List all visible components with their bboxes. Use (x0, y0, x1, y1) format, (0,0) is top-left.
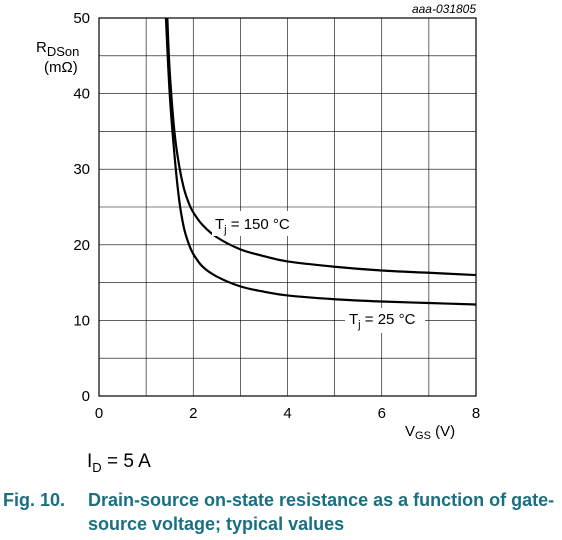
y-tick-label: 0 (82, 388, 90, 405)
y-tick-labels: 0 10 20 30 40 50 (73, 10, 90, 405)
series-label-25-rest: = 25 °C (361, 311, 416, 328)
y-axis-label-sub: DSon (47, 44, 80, 59)
figure-code: aaa-031805 (412, 2, 476, 16)
series-label-bg-25 (345, 308, 425, 333)
series-label-150-sub: j (223, 224, 226, 236)
y-axis-unit: (mΩ) (44, 59, 78, 76)
y-tick-label: 20 (73, 237, 90, 254)
y-axis-label-main: R (36, 39, 47, 56)
x-tick-labels: 0 2 4 6 8 (95, 405, 480, 422)
series-label-150-rest: = 150 °C (227, 216, 290, 233)
series-label-25-sub: j (357, 319, 360, 331)
series-label-150-main: T (215, 216, 224, 233)
x-tick-label: 8 (472, 405, 480, 422)
x-tick-label: 6 (378, 405, 386, 422)
y-tick-label: 40 (73, 86, 90, 103)
test-condition-rest: = 5 A (101, 451, 151, 472)
x-axis-label: VGS (V) (405, 423, 455, 442)
figure-number: Fig. 10. (3, 490, 66, 510)
x-axis-label-main: V (405, 423, 415, 440)
series-line-1 (164, 17, 477, 306)
series-label-bg-150 (212, 211, 300, 236)
series-label-25-main: T (349, 311, 358, 328)
y-tick-label: 10 (73, 312, 90, 329)
y-tick-label: 50 (73, 10, 90, 27)
series-label-150: Tj = 150 °C (215, 216, 290, 236)
curves (164, 17, 477, 306)
y-axis-label: RDSon (36, 39, 79, 59)
y-tick-label: 30 (73, 161, 90, 178)
figure-title: Drain-source on-state resistance as a fu… (88, 490, 555, 534)
test-condition-main: I (87, 451, 93, 472)
x-tick-label: 0 (95, 405, 103, 422)
x-axis-label-unit: (V) (431, 423, 455, 440)
series-label-25: Tj = 25 °C (349, 311, 416, 331)
grid (99, 18, 476, 396)
test-condition-sub: D (92, 459, 102, 475)
x-tick-label: 4 (283, 405, 291, 422)
x-axis-label-sub: GS (415, 430, 431, 442)
test-condition: ID = 5 A (87, 451, 151, 475)
x-tick-label: 2 (189, 405, 197, 422)
series-line-0 (166, 17, 477, 277)
plot-frame (98, 17, 477, 397)
